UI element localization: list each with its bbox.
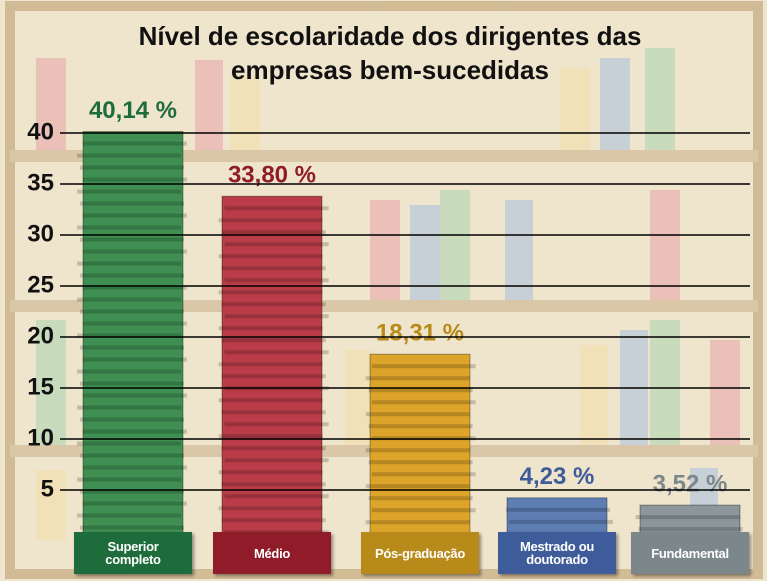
book-stripe (77, 442, 181, 446)
book-stripe (77, 406, 181, 410)
chart-page: 40,14 %33,80 %18,31 %4,23 %3,52 %5101520… (0, 0, 767, 581)
book-stripe (77, 514, 181, 518)
book-stripe (80, 202, 184, 206)
book-stripe (372, 508, 476, 512)
book-stripe (222, 302, 326, 306)
book-stripe (83, 394, 187, 398)
book-stripe (83, 430, 187, 434)
book-stripe (372, 472, 476, 476)
value-label: 3,52 % (653, 470, 728, 497)
book-stripe (222, 374, 326, 378)
book-stripe (509, 520, 613, 524)
book-stripe (219, 398, 323, 402)
value-label: 4,23 % (520, 463, 595, 490)
book-stripe (366, 448, 470, 452)
book-stripe (225, 206, 329, 210)
y-tick-label: 15 (27, 373, 54, 400)
book-stripe (219, 470, 323, 474)
y-tick-label: 40 (27, 118, 54, 145)
book-stripe (219, 254, 323, 258)
book-stripe (372, 400, 476, 404)
book-stripe (77, 478, 181, 482)
book-stripe (77, 370, 181, 374)
chart: 40,14 %33,80 %18,31 %4,23 %3,52 %5101520… (0, 0, 767, 581)
book-stripe (369, 496, 473, 500)
book-stripe (80, 238, 184, 242)
book-stripe (80, 274, 184, 278)
book-stripe (366, 376, 470, 380)
book-stripe (369, 424, 473, 428)
x-tick-label: Médio (213, 532, 331, 574)
book-stripe (77, 262, 181, 266)
book-stripe (225, 278, 329, 282)
x-tick-label: Superior completo (74, 532, 192, 574)
book-stripe (80, 346, 184, 350)
y-tick-label: 10 (27, 424, 54, 451)
book-stripe (219, 362, 323, 366)
book-stripe (219, 326, 323, 330)
chart-title: Nível de escolaridade dos dirigentes das (139, 21, 642, 51)
book-stripe (225, 350, 329, 354)
book-stripe (222, 482, 326, 486)
x-tick-label: Pós-graduação (361, 532, 479, 574)
book-stripe (80, 454, 184, 458)
book-stripe (222, 518, 326, 522)
book-stripe (366, 484, 470, 488)
book-stripe (636, 515, 740, 519)
book-stripe (219, 506, 323, 510)
book-stripe (83, 250, 187, 254)
book-stripe (225, 458, 329, 462)
book-stripe (219, 218, 323, 222)
value-label: 40,14 % (89, 97, 177, 124)
book-stripe (366, 412, 470, 416)
book-stripe (639, 527, 743, 531)
book-stripe (80, 526, 184, 530)
x-tick-label: Fundamental (631, 532, 749, 574)
book-stripe (77, 226, 181, 230)
y-tick-label: 30 (27, 220, 54, 247)
y-tick-label: 35 (27, 169, 54, 196)
book-stripe (222, 230, 326, 234)
book-stripe (372, 364, 476, 368)
book-stripe (83, 322, 187, 326)
chart-title: empresas bem-sucedidas (231, 55, 549, 85)
book-stripe (80, 418, 184, 422)
book-stripe (83, 358, 187, 362)
book-stripe (225, 314, 329, 318)
book-stripe (83, 178, 187, 182)
y-tick-label: 5 (41, 475, 54, 502)
book-stripe (225, 242, 329, 246)
book-stripe (83, 142, 187, 146)
book-stripe (219, 290, 323, 294)
y-tick-label: 20 (27, 322, 54, 349)
book-stripe (83, 502, 187, 506)
book-stripe (80, 166, 184, 170)
book-stripe (369, 460, 473, 464)
y-tick-label: 25 (27, 271, 54, 298)
book-stripe (222, 410, 326, 414)
book-stripe (222, 266, 326, 270)
book-stripe (225, 494, 329, 498)
book-stripe (219, 434, 323, 438)
x-tick-label: Mestrado ou doutorado (498, 532, 616, 574)
book-stripe (366, 520, 470, 524)
book-stripe (77, 190, 181, 194)
book-stripe (83, 466, 187, 470)
book-stripe (83, 214, 187, 218)
book-stripe (369, 388, 473, 392)
value-label: 18,31 % (376, 320, 464, 347)
bar (370, 354, 470, 541)
book-stripe (222, 338, 326, 342)
book-stripe (506, 508, 610, 512)
book-stripe (222, 446, 326, 450)
book-stripe (80, 382, 184, 386)
book-stripe (77, 298, 181, 302)
book-stripe (77, 154, 181, 158)
book-stripe (80, 310, 184, 314)
book-stripe (225, 422, 329, 426)
